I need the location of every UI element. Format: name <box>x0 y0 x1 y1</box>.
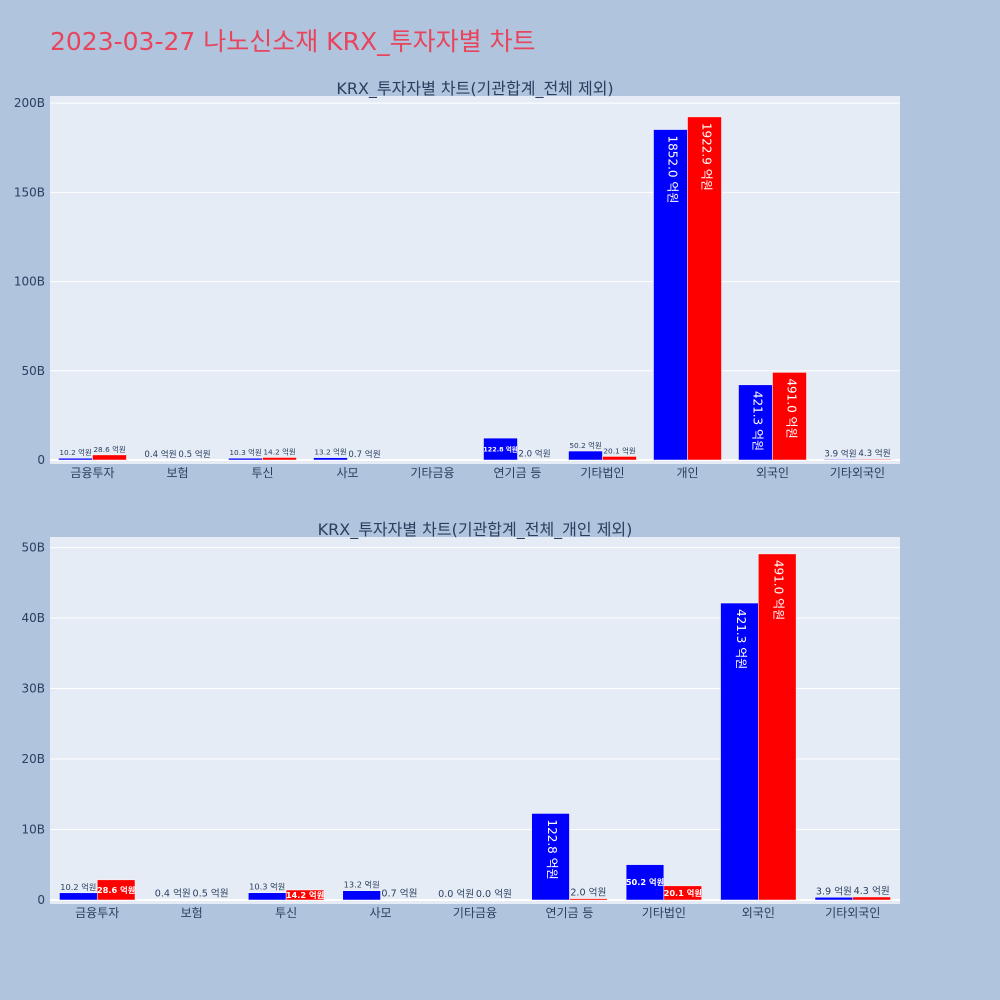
data-label: 0.0 억원 <box>438 888 474 900</box>
data-label: 1852.0 억원 <box>665 136 679 204</box>
data-label: 421.3 억원 <box>734 609 748 669</box>
data-label: 3.9 억원 <box>824 447 856 459</box>
buy-bar <box>531 813 570 901</box>
data-label: 3.9 억원 <box>816 885 852 897</box>
x-tick-label: 개인 <box>676 466 698 480</box>
sell-bar <box>772 372 807 461</box>
y-tick-label: 0 <box>37 453 45 467</box>
data-label: 0.4 억원 <box>155 888 191 900</box>
x-tick-label: 기타금융 <box>453 906 497 920</box>
data-label: 50.2 억원 <box>626 877 664 887</box>
data-label: 10.3 억원 <box>249 882 285 892</box>
buy-bar <box>483 437 518 461</box>
x-tick-label: 외국인 <box>742 906 775 920</box>
chart-1: 0 50B 100B 150B 200B KRX_투자자별 차트(기관합계_전체 제외) 금… <box>14 79 900 480</box>
buy-bar <box>823 459 858 461</box>
x-tick-label: 기타외국인 <box>825 906 880 920</box>
data-label: 122.8 억원 <box>483 444 518 453</box>
y-tick-label: 10B <box>21 823 45 837</box>
x-tick-label: 사모 <box>336 466 358 480</box>
sell-bar <box>92 454 127 461</box>
chart-2: 0 10B 20B 30B 40B 50B KRX_투자자별 차트(기관합계_전체_개인 제… <box>21 520 900 920</box>
data-label: 13.2 억원 <box>344 880 380 890</box>
sell-bar <box>852 896 891 901</box>
x-tick-label: 금융투자 <box>70 466 114 480</box>
y-tick-label: 0 <box>37 893 45 907</box>
data-label: 10.2 억원 <box>59 448 91 457</box>
data-label: 20.1 억원 <box>603 446 635 455</box>
buy-bar <box>59 892 98 901</box>
sell-bar <box>857 458 892 461</box>
x-tick-label: 기타법인 <box>580 466 624 480</box>
data-label: 10.3 억원 <box>229 448 261 457</box>
y-tick-label: 40B <box>21 611 45 625</box>
data-label: 491.0 억원 <box>784 378 798 438</box>
x-tick-label: 투신 <box>251 466 273 480</box>
x-tick-label: 기타외국인 <box>830 466 885 480</box>
x-tick-label: 투신 <box>275 906 297 920</box>
buy-bar <box>568 450 603 461</box>
x-tick-label: 외국인 <box>756 466 789 480</box>
data-label: 421.3 억원 <box>750 391 764 451</box>
y-tick-label: 50B <box>21 541 45 555</box>
data-label: 28.6 억원 <box>93 445 125 454</box>
data-label: 2.0 억원 <box>570 887 606 899</box>
data-label: 0.5 억원 <box>193 888 229 900</box>
data-label: 14.2 억원 <box>263 447 295 456</box>
data-label: 0.7 억원 <box>348 448 380 460</box>
x-tick-label: 연기금 등 <box>545 906 593 920</box>
sell-bar <box>663 885 702 901</box>
sell-bar <box>262 457 297 461</box>
x-tick-label: 기타금융 <box>410 466 454 480</box>
data-label: 13.2 억원 <box>314 448 346 457</box>
x-tick-label: 기타법인 <box>642 906 686 920</box>
data-label: 20.1 억원 <box>664 888 702 898</box>
buy-bar <box>738 384 773 461</box>
buy-bar <box>814 897 854 901</box>
buy-bar <box>228 457 263 461</box>
y-tick-label: 150B <box>14 185 45 199</box>
sell-bar <box>687 116 722 461</box>
sell-bar <box>96 879 136 901</box>
data-label: 4.3 억원 <box>858 447 890 459</box>
buy-bar <box>342 890 381 901</box>
buy-bar <box>625 864 665 901</box>
data-label: 2.0 억원 <box>518 448 550 460</box>
data-label: 50.2 억원 <box>569 441 601 450</box>
data-label: 14.2 억원 <box>286 890 324 900</box>
sell-bar <box>569 898 608 901</box>
x-tick-label: 금융투자 <box>75 906 119 920</box>
sell-bar <box>602 456 637 461</box>
page-title: 2023-03-27 나노신소재 KRX_투자자별 차트 <box>50 27 536 56</box>
data-label: 28.6 억원 <box>97 885 135 895</box>
y-tick-label: 200B <box>14 96 45 110</box>
x-tick-label: 사모 <box>370 906 392 920</box>
data-label: 0.0 억원 <box>476 888 512 900</box>
y-tick-label: 100B <box>14 275 45 289</box>
data-label: 10.2 억원 <box>60 882 96 892</box>
buy-bar <box>313 457 348 461</box>
data-label: 1922.9 억원 <box>699 123 713 191</box>
chart-title: KRX_투자자별 차트(기관합계_전체 제외) <box>336 79 613 99</box>
data-label: 4.3 억원 <box>854 885 890 897</box>
x-tick-label: 연기금 등 <box>494 466 542 480</box>
buy-bar <box>248 892 287 901</box>
data-label: 0.4 억원 <box>144 448 176 460</box>
data-label: 0.7 억원 <box>381 888 417 900</box>
data-label: 122.8 억원 <box>545 819 559 879</box>
y-tick-label: 20B <box>21 752 45 766</box>
buy-bar <box>58 457 93 461</box>
data-label: 491.0 억원 <box>772 560 786 620</box>
x-tick-label: 보험 <box>166 466 188 480</box>
chart-title: KRX_투자자별 차트(기관합계_전체_개인 제외) <box>318 520 633 540</box>
sell-bar <box>285 889 325 901</box>
x-tick-label: 보험 <box>181 906 203 920</box>
y-tick-label: 50B <box>21 364 45 378</box>
sell-bar <box>758 553 797 901</box>
y-tick-label: 30B <box>21 682 45 696</box>
data-label: 0.5 억원 <box>178 448 210 460</box>
